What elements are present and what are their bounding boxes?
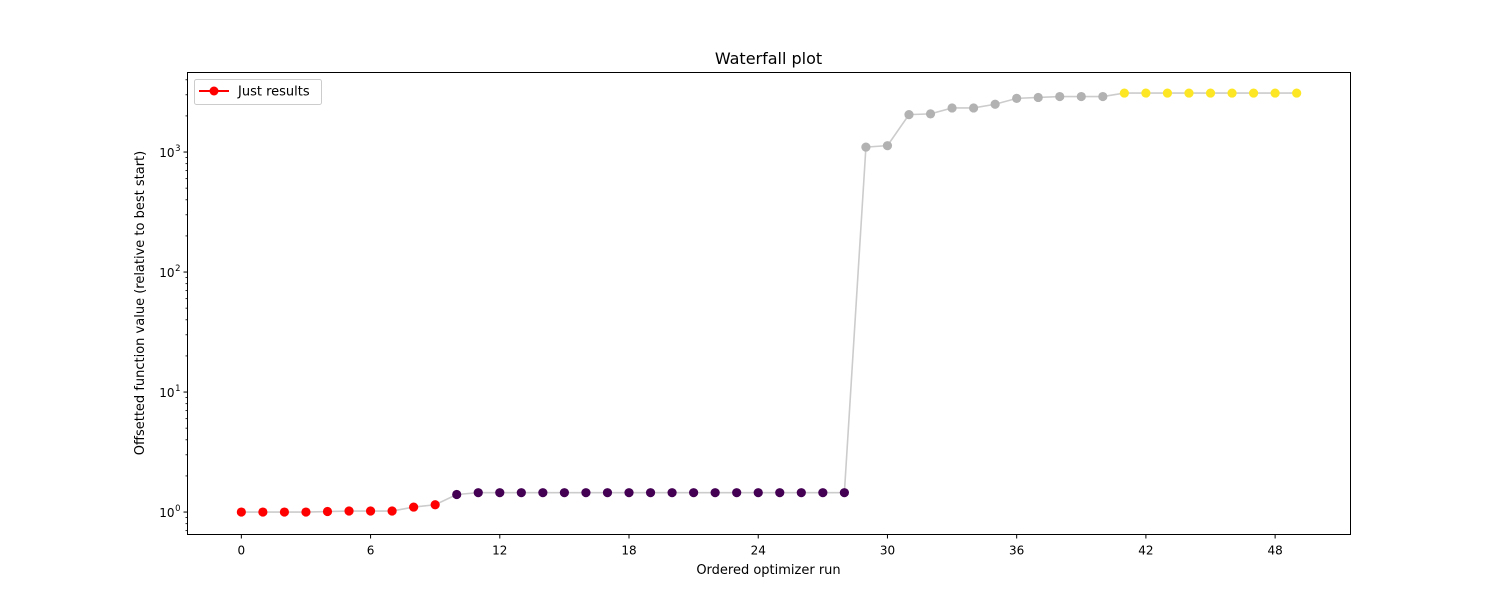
chart-title: Waterfall plot [715, 49, 822, 68]
x-tick-label: 12 [492, 544, 507, 558]
data-point [775, 488, 785, 498]
data-point [581, 488, 591, 498]
data-point [1292, 88, 1302, 98]
data-point [1076, 91, 1086, 102]
data-point [818, 488, 828, 498]
data-point [1162, 88, 1173, 98]
data-point [322, 506, 333, 517]
data-point [947, 103, 957, 113]
data-point [645, 488, 656, 498]
plot-frame [187, 72, 1351, 535]
plot-area [187, 72, 1351, 535]
y-tick-exponent: 0 [175, 504, 180, 514]
data-point [839, 488, 849, 498]
y-tick-label: 10 [159, 266, 174, 280]
data-point [473, 488, 483, 498]
data-point [1184, 88, 1194, 98]
data-point [861, 142, 871, 152]
data-point [624, 488, 634, 498]
axes-border [187, 72, 1351, 535]
x-tick-label: 30 [880, 544, 895, 558]
data-point [495, 488, 505, 498]
data-point [1055, 91, 1065, 102]
data-point [925, 109, 936, 119]
data-point [689, 488, 699, 498]
y-tick-exponent: 3 [175, 144, 180, 154]
data-point [1012, 93, 1022, 103]
x-tick-label: 18 [621, 544, 636, 558]
data-point [559, 488, 569, 498]
data-point [602, 488, 613, 498]
data-point [796, 488, 806, 498]
y-tick-exponent: 1 [175, 384, 180, 394]
data-point [1227, 88, 1237, 98]
data-point [1205, 88, 1216, 98]
data-point [516, 488, 526, 498]
x-tick-label: 36 [1009, 544, 1024, 558]
data-point [430, 500, 440, 510]
legend-label: Just results [237, 85, 310, 100]
data-point [538, 488, 548, 498]
data-point [732, 488, 742, 498]
data-point [990, 99, 1000, 109]
y-tick-label: 10 [159, 386, 174, 400]
legend-marker [209, 86, 219, 96]
data-point [1270, 88, 1280, 98]
data-point [236, 507, 246, 517]
data-point [904, 110, 914, 120]
x-tick-label: 24 [751, 544, 766, 558]
data-point [301, 507, 311, 517]
data-point [1033, 92, 1043, 103]
y-axis-label: Offsetted function value (relative to be… [133, 151, 148, 455]
y-tick-exponent: 2 [175, 264, 180, 274]
data-point [387, 506, 397, 516]
x-tick-label: 6 [367, 544, 375, 558]
legend: Just results [194, 79, 322, 105]
data-point [667, 488, 677, 498]
x-axis: 0 6 12 18 24 30 36 42 48 [238, 534, 1283, 558]
data-point [882, 141, 893, 151]
data-point [1119, 88, 1129, 98]
data-point [1248, 88, 1259, 98]
data-point [753, 488, 763, 498]
data-point [452, 489, 462, 500]
x-tick-label: 0 [238, 544, 246, 558]
data-point [710, 488, 720, 498]
data-point [365, 506, 376, 516]
legend-box [194, 79, 322, 105]
data-point [1141, 88, 1151, 98]
x-tick-label: 48 [1267, 544, 1282, 558]
y-tick-label: 10 [159, 506, 174, 520]
x-tick-label: 42 [1138, 544, 1153, 558]
data-point [969, 103, 979, 113]
x-axis-label: Ordered optimizer run [696, 563, 840, 578]
data-point [279, 507, 290, 517]
data-point [409, 502, 419, 512]
y-tick-label: 10 [159, 146, 174, 160]
data-point [344, 506, 354, 516]
data-point [1098, 91, 1108, 102]
data-point [258, 507, 268, 517]
